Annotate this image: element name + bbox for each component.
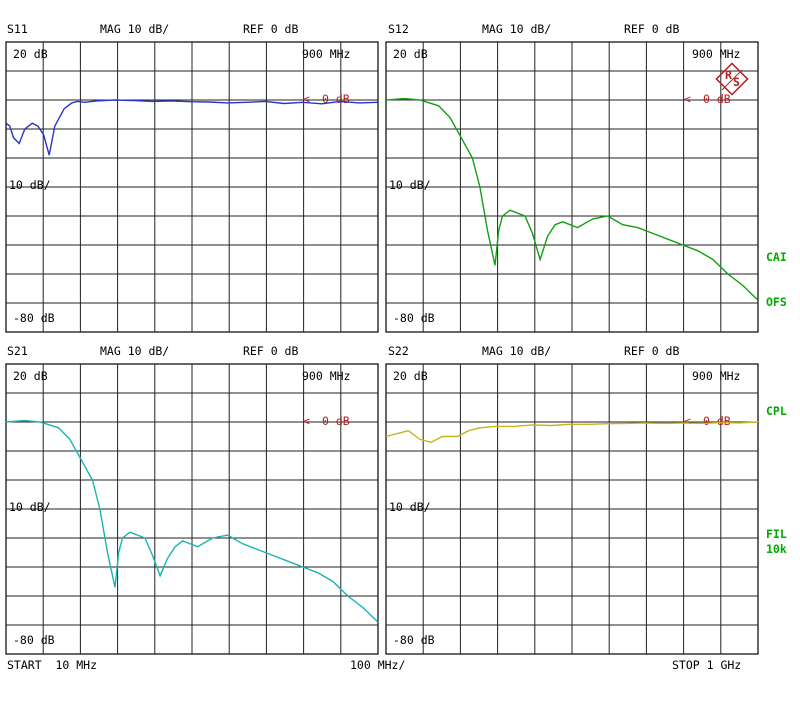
panel-s12-marker-arrow-icon: <	[684, 92, 691, 106]
panel-s11-marker-arrow-icon: <	[303, 92, 310, 106]
panel-s11-mag: MAG 10 dB/	[100, 22, 169, 36]
panel-s12-trace	[385, 97, 759, 301]
panel-s21: S21 MAG 10 dB/ REF 0 dB 20 dB 900 MHz < …	[5, 344, 379, 655]
panel-s22-ref: REF 0 dB	[624, 344, 679, 358]
footer-scale: 100 MHz/	[350, 658, 405, 672]
footer-start: START 10 MHz	[7, 658, 97, 672]
panel-s21-marker-label: 0 dB	[322, 414, 350, 428]
panel-s11-bottom-label: -80 dB	[13, 311, 55, 325]
footer-stop: STOP 1 GHz	[672, 658, 741, 672]
panel-s21-ref: REF 0 dB	[243, 344, 298, 358]
panel-s11-freq-label: 900 MHz	[302, 47, 350, 61]
panel-s21-mid-label: 10 dB/	[9, 500, 51, 514]
rohde-schwarz-logo-icon: R S	[715, 62, 749, 96]
panel-s21-bottom-label: -80 dB	[13, 633, 55, 647]
panel-s22-freq-label: 900 MHz	[692, 369, 740, 383]
panel-s11-trace	[5, 99, 379, 156]
panel-s12-mid-label: 10 dB/	[389, 178, 431, 192]
panel-s21-param: S21	[7, 344, 28, 358]
panel-s21-mag: MAG 10 dB/	[100, 344, 169, 358]
panel-s21-trace	[5, 419, 379, 623]
panel-s22-grid	[386, 364, 758, 654]
panel-s12-param: S12	[388, 22, 409, 36]
panel-s11-param: S11	[7, 22, 28, 36]
panel-s12-top-label: 20 dB	[393, 47, 428, 61]
panel-s22-mag: MAG 10 dB/	[482, 344, 551, 358]
side-label-fil-value: 10k	[766, 542, 787, 556]
panel-s21-freq-label: 900 MHz	[302, 369, 350, 383]
panel-s22-bottom-label: -80 dB	[393, 633, 435, 647]
panel-s22-trace	[385, 421, 759, 444]
panel-s22-marker-arrow-icon: <	[684, 414, 691, 428]
panel-s22-marker-label: 0 dB	[703, 414, 731, 428]
panel-s12-freq-label: 900 MHz	[692, 47, 740, 61]
panel-s11-grid	[6, 42, 378, 332]
panel-s12-ref: REF 0 dB	[624, 22, 679, 36]
side-label-fil: FIL	[766, 527, 787, 541]
panel-s22: S22 MAG 10 dB/ REF 0 dB 20 dB 900 MHz < …	[385, 344, 759, 655]
panel-s12: S12 MAG 10 dB/ REF 0 dB 20 dB 900 MHz R …	[385, 22, 759, 333]
side-label-cpl: CPL	[766, 404, 787, 418]
side-label-cal: CAI	[766, 250, 787, 264]
panel-s22-top-label: 20 dB	[393, 369, 428, 383]
panel-s12-marker-label: 0 dB	[703, 92, 731, 106]
panel-s11: S11 MAG 10 dB/ REF 0 dB 20 dB 900 MHz < …	[5, 22, 379, 333]
panel-s21-top-label: 20 dB	[13, 369, 48, 383]
panel-s11-ref: REF 0 dB	[243, 22, 298, 36]
panel-s12-grid	[386, 42, 758, 332]
panel-s12-mag: MAG 10 dB/	[482, 22, 551, 36]
svg-text:R: R	[725, 68, 732, 82]
panel-s21-grid	[6, 364, 378, 654]
svg-text:S: S	[733, 75, 740, 89]
panel-s22-param: S22	[388, 344, 409, 358]
panel-s11-top-label: 20 dB	[13, 47, 48, 61]
panel-s22-mid-label: 10 dB/	[389, 500, 431, 514]
panel-s11-mid-label: 10 dB/	[9, 178, 51, 192]
panel-s12-bottom-label: -80 dB	[393, 311, 435, 325]
panel-s21-marker-arrow-icon: <	[303, 414, 310, 428]
side-label-ofs: OFS	[766, 295, 787, 309]
